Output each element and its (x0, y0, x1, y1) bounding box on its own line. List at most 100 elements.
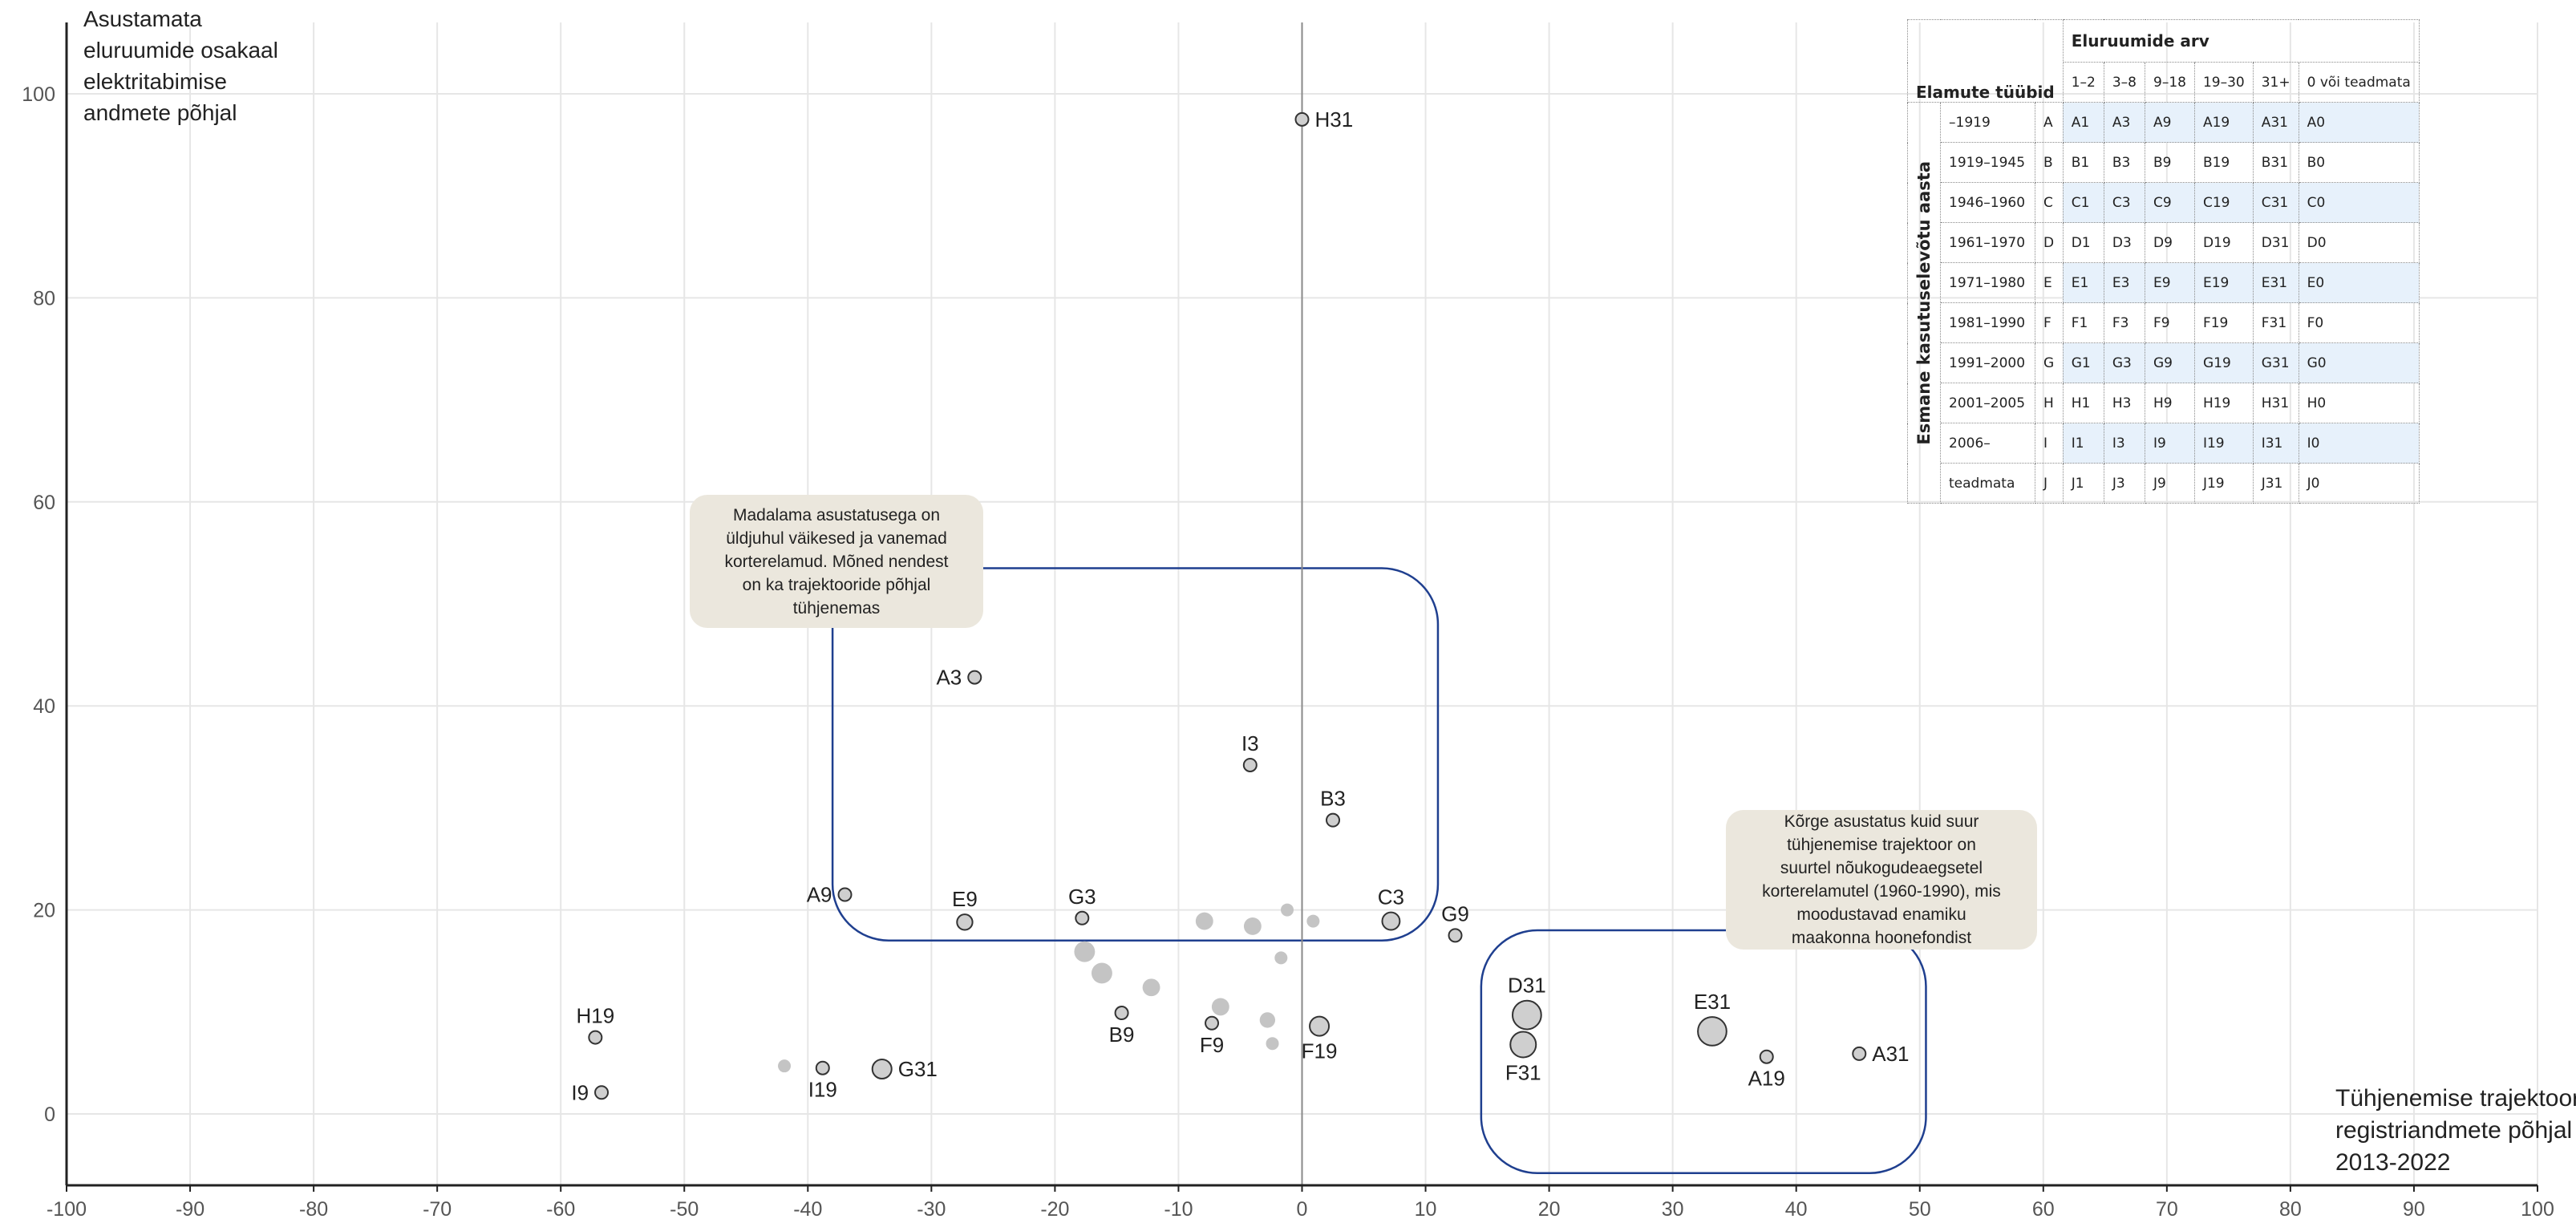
legend-cell: B9 (2145, 142, 2195, 183)
legend-cell: I31 (2252, 423, 2299, 464)
data-point-A3 (967, 670, 982, 685)
data-point-G3 (1075, 910, 1090, 925)
legend-cell: B19 (2193, 142, 2254, 183)
legend-code: I (2034, 423, 2064, 464)
legend-row-axis-text: Esmane kasutuselevõtu aasta (1914, 160, 1934, 445)
legend-cell: C9 (2145, 182, 2195, 223)
legend-cell: F31 (2252, 302, 2299, 343)
legend-period: teadmata (1940, 463, 2035, 504)
x-tick-label: 90 (2403, 1198, 2425, 1219)
x-tick-label: -100 (47, 1198, 87, 1219)
legend-cell: C3 (2103, 182, 2146, 223)
legend-cell: J19 (2193, 463, 2254, 504)
x-tick-label: -70 (423, 1198, 452, 1219)
point-label-F19: F19 (1302, 1039, 1338, 1063)
legend-row: 1919–1945 B B1 B3 B9 B19 B31 B0 (1908, 142, 2420, 183)
axes: -100 -90 -80 -70 -60 -50 -40 -30 -20 -10 0 10 20 30 40… (22, 22, 2554, 1219)
legend-cell: H19 (2193, 383, 2254, 423)
legend-cell: F3 (2103, 302, 2146, 343)
legend-row-axis-label: Esmane kasutuselevõtu aasta (1907, 102, 1941, 504)
data-point-unlabeled (1266, 1037, 1279, 1051)
legend-cell: B3 (2103, 142, 2146, 183)
legend-row: 1991–2000 G G1 G3 G9 G19 G31 G0 (1908, 342, 2420, 383)
y-tick-label: 60 (33, 492, 55, 514)
point-label-C3: C3 (1378, 885, 1404, 909)
legend-period: 2001–2005 (1940, 383, 2035, 423)
legend-column-header: 31+ (2252, 62, 2299, 103)
legend-cell: G3 (2103, 342, 2146, 383)
legend-row: 2001–2005 H H1 H3 H9 H19 H31 H0 (1908, 383, 2420, 423)
data-point-unlabeled (1274, 951, 1288, 965)
x-tick-label: 50 (1909, 1198, 1931, 1219)
legend-column-header: 0 või teadmata (2298, 62, 2420, 103)
legend-cell: D19 (2193, 222, 2254, 263)
y-tick-label: 80 (33, 287, 55, 310)
legend-cell: I19 (2193, 423, 2254, 464)
data-point-I19 (815, 1060, 830, 1075)
point-label-H19: H19 (576, 1004, 614, 1028)
legend-row: 2006– I I1 I3 I9 I19 I31 I0 (1908, 423, 2420, 464)
legend-cell: C1 (2062, 182, 2104, 223)
x-tick-label: -20 (1040, 1198, 1069, 1219)
legend-cell: G9 (2145, 342, 2195, 383)
data-point-A19 (1759, 1049, 1774, 1064)
x-tick-label: -10 (1164, 1198, 1193, 1219)
legend-cell: E3 (2103, 262, 2146, 303)
legend-period: 1991–2000 (1940, 342, 2035, 383)
point-label-E31: E31 (1694, 990, 1731, 1014)
x-tick-label: 80 (2279, 1198, 2302, 1219)
legend-cell: B0 (2298, 142, 2420, 183)
point-label-B9: B9 (1109, 1023, 1135, 1047)
legend-cell: F1 (2062, 302, 2104, 343)
data-point-unlabeled (1195, 912, 1213, 930)
legend-cell: J1 (2062, 463, 2104, 504)
x-tick-label: -60 (546, 1198, 575, 1219)
legend-cell: H9 (2145, 383, 2195, 423)
legend-cell: D0 (2298, 222, 2420, 263)
legend-cell: G0 (2298, 342, 2420, 383)
y-tick-label: 40 (33, 695, 55, 718)
x-tick-label: 30 (1662, 1198, 1684, 1219)
point-label-H31: H31 (1315, 107, 1354, 132)
legend-cell: I0 (2298, 423, 2420, 464)
legend-period: 1946–1960 (1940, 182, 2035, 223)
data-point-F19 (1309, 1015, 1331, 1037)
legend-cell: A1 (2062, 102, 2104, 143)
data-point-G31 (871, 1059, 893, 1079)
data-point-A31 (1852, 1046, 1867, 1061)
point-label-A19: A19 (1748, 1067, 1785, 1091)
legend-row: 1971–1980 E E1 E3 E9 E19 E31 E0 (1908, 262, 2420, 303)
legend-cell: F0 (2298, 302, 2420, 343)
legend-cell: A19 (2193, 102, 2254, 143)
legend-cell: E0 (2298, 262, 2420, 303)
highlight-regions (831, 567, 1927, 1174)
legend-cell: B1 (2062, 142, 2104, 183)
legend-cell: G1 (2062, 342, 2104, 383)
legend-cell: D31 (2252, 222, 2299, 263)
legend-column-header: 19–30 (2193, 62, 2254, 103)
data-point-unlabeled (1281, 903, 1294, 917)
legend-cell: C31 (2252, 182, 2299, 223)
legend-cell: A0 (2298, 102, 2420, 143)
legend-period: 2006– (1940, 423, 2035, 464)
legend-cell: C0 (2298, 182, 2420, 223)
legend-cell: C19 (2193, 182, 2254, 223)
legend-column-header: 1–2 (2062, 62, 2104, 103)
data-point-unlabeled (1091, 962, 1112, 984)
annotation-left: Madalama asustatusega on üldjuhul väikes… (690, 495, 983, 628)
data-point-unlabeled (1306, 914, 1320, 928)
legend-code: J (2034, 463, 2064, 504)
legend-cell: H0 (2298, 383, 2420, 423)
point-label-I19: I19 (808, 1078, 837, 1102)
point-label-G3: G3 (1068, 885, 1096, 909)
point-label-A3: A3 (936, 666, 962, 690)
legend-cell: F19 (2193, 302, 2254, 343)
legend-row: 1946–1960 C C1 C3 C9 C19 C31 C0 (1908, 182, 2420, 223)
data-point-F31 (1509, 1031, 1537, 1059)
data-point-H31 (1294, 111, 1310, 127)
y-tick-label: 20 (33, 900, 55, 922)
legend-cell: A9 (2145, 102, 2195, 143)
point-label-G31: G31 (898, 1057, 938, 1081)
data-point-unlabeled (1243, 917, 1262, 935)
legend-row: Esmane kasutuselevõtu aasta –1919 A A1 A3 A9 A… (1907, 102, 2420, 504)
